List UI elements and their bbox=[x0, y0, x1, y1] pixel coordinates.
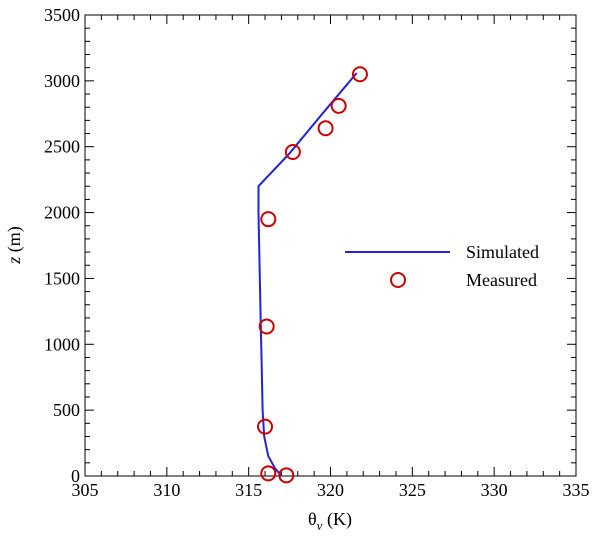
measured-point bbox=[278, 467, 295, 484]
legend-label-simulated: Simulated bbox=[466, 242, 539, 262]
axis-ticks bbox=[84, 14, 577, 477]
y-tick-label: 3000 bbox=[44, 71, 80, 91]
legend-marker-measured bbox=[390, 272, 406, 288]
measured-point bbox=[257, 418, 274, 435]
y-tick-label: 500 bbox=[53, 400, 80, 420]
measured-point bbox=[330, 97, 347, 114]
measured-point bbox=[317, 120, 334, 137]
x-tick-label: 305 bbox=[72, 480, 99, 500]
measured-point bbox=[284, 143, 301, 160]
series-layer bbox=[257, 66, 368, 484]
legend: Simulated Measured bbox=[345, 242, 539, 290]
x-tick-label: 325 bbox=[399, 480, 426, 500]
x-axis-label: θv (K) bbox=[308, 509, 352, 533]
y-axis-label-unit: (m) bbox=[4, 226, 25, 257]
y-tick-label: 1000 bbox=[44, 334, 80, 354]
x-tick-label: 335 bbox=[563, 480, 590, 500]
measured-point bbox=[258, 318, 275, 335]
legend-label-measured: Measured bbox=[466, 270, 537, 290]
x-axis-label-sub: v bbox=[317, 518, 323, 533]
measured-point bbox=[260, 465, 277, 482]
y-tick-label: 0 bbox=[71, 466, 80, 486]
y-tick-label: 1500 bbox=[44, 268, 80, 288]
y-tick-label: 2000 bbox=[44, 203, 80, 223]
measured-point bbox=[260, 211, 277, 228]
x-tick-label: 310 bbox=[153, 480, 180, 500]
y-tick-label: 3500 bbox=[44, 5, 80, 25]
x-axis-label-unit: (K) bbox=[322, 509, 352, 530]
x-tick-label: 330 bbox=[481, 480, 508, 500]
measured-point bbox=[351, 66, 368, 83]
x-tick-label: 320 bbox=[317, 480, 344, 500]
x-axis-label-main: θ bbox=[308, 509, 317, 529]
tick-labels: 305 310 315 320 325 330 335 0 500 1000 1500 2000 250… bbox=[44, 5, 590, 500]
y-axis-label-var: z bbox=[4, 257, 24, 265]
series-line-simulated bbox=[257, 72, 358, 477]
y-tick-label: 2500 bbox=[44, 137, 80, 157]
y-axis-label: z (m) bbox=[4, 226, 25, 265]
x-tick-label: 315 bbox=[235, 480, 262, 500]
